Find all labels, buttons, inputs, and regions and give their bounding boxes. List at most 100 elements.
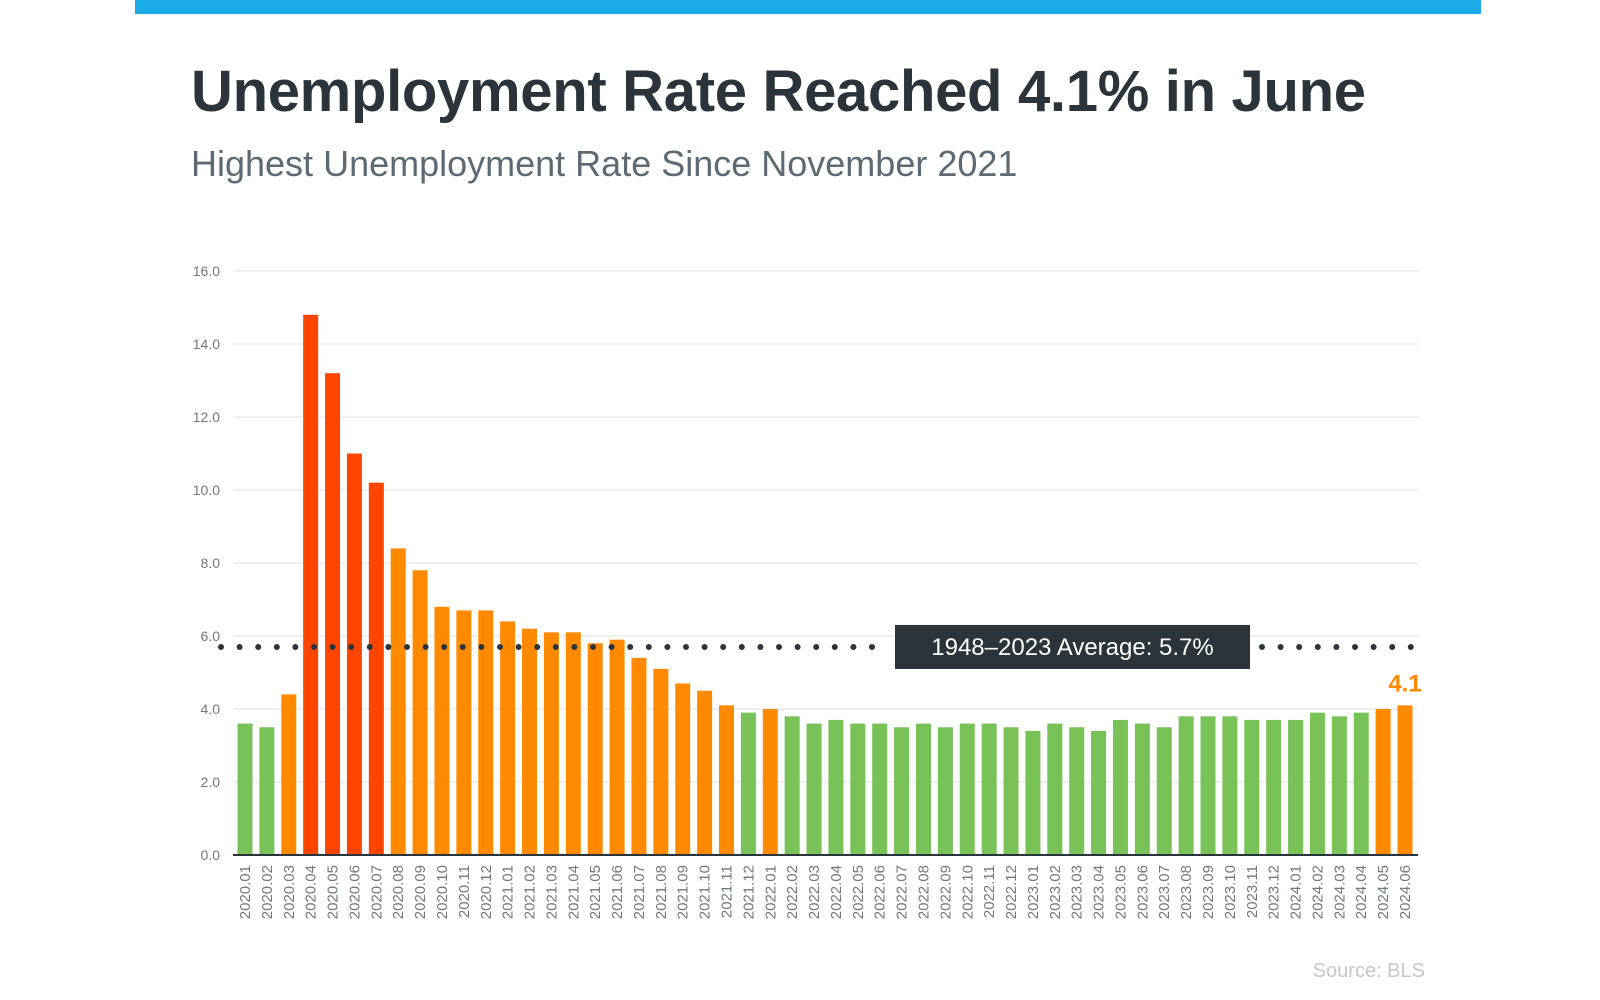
bar — [981, 723, 997, 855]
x-tick-label: 2023.06 — [1134, 865, 1151, 919]
bar — [631, 657, 647, 855]
bar — [259, 727, 275, 855]
x-tick-label: 2024.05 — [1375, 865, 1392, 919]
bar — [325, 373, 341, 855]
x-tick-label: 2021.03 — [543, 865, 560, 919]
x-tick-label: 2022.01 — [762, 865, 779, 919]
x-tick-label: 2021.09 — [675, 865, 692, 919]
x-tick-label: 2023.01 — [1025, 865, 1042, 919]
y-tick-label: 16.0 — [193, 263, 220, 279]
bar — [412, 570, 428, 855]
x-tick-label: 2024.04 — [1353, 865, 1370, 919]
bar — [543, 632, 559, 855]
bar — [1200, 716, 1216, 855]
x-tick-label: 2020.10 — [434, 865, 451, 919]
bar — [828, 719, 844, 855]
last-value-label: 4.1 — [1388, 670, 1421, 697]
bar — [478, 610, 494, 855]
x-tick-label: 2023.02 — [1047, 865, 1064, 919]
bar — [1397, 705, 1413, 855]
x-tick-label: 2023.03 — [1069, 865, 1086, 919]
x-tick-label: 2023.12 — [1266, 865, 1283, 919]
bar — [368, 482, 384, 855]
x-tick-label: 2020.05 — [325, 865, 342, 919]
x-tick-label: 2022.09 — [937, 865, 954, 919]
bar — [1047, 723, 1063, 855]
bar — [281, 694, 297, 855]
bar — [872, 723, 888, 855]
x-tick-label: 2021.01 — [500, 865, 517, 919]
bar — [565, 632, 581, 855]
x-tick-label: 2021.12 — [740, 865, 757, 919]
bar — [1288, 719, 1304, 855]
average-label: 1948–2023 Average: 5.7% — [931, 634, 1213, 661]
bar — [1331, 716, 1347, 855]
x-tick-label: 2021.05 — [587, 865, 604, 919]
bar — [894, 727, 910, 855]
bar — [653, 668, 669, 855]
x-tick-label: 2022.08 — [915, 865, 932, 919]
x-tick-label: 2021.07 — [631, 865, 648, 919]
bar — [1091, 730, 1107, 855]
bar — [1266, 719, 1282, 855]
bar — [1025, 730, 1041, 855]
bar — [1156, 727, 1172, 855]
x-tick-label: 2022.02 — [784, 865, 801, 919]
bar — [1003, 727, 1019, 855]
bar — [1178, 716, 1194, 855]
bar — [915, 723, 931, 855]
bar — [697, 690, 713, 855]
bar — [456, 610, 472, 855]
bar — [937, 727, 953, 855]
x-tick-label: 2020.02 — [259, 865, 276, 919]
bar — [587, 643, 603, 855]
x-tick-label: 2022.12 — [1003, 865, 1020, 919]
x-tick-label: 2024.01 — [1288, 865, 1305, 919]
x-tick-label: 2022.06 — [872, 865, 889, 919]
bar — [1375, 709, 1391, 855]
chart-subtitle: Highest Unemployment Rate Since November… — [191, 143, 1018, 184]
x-tick-label: 2021.10 — [697, 865, 714, 919]
x-tick-label: 2020.08 — [390, 865, 407, 919]
x-tick-label: 2023.11 — [1244, 865, 1261, 918]
bar — [1134, 723, 1150, 855]
bar — [1222, 716, 1238, 855]
bar — [522, 628, 538, 855]
bar — [1069, 727, 1085, 855]
bar — [959, 723, 975, 855]
bar — [1112, 719, 1128, 855]
bar — [675, 683, 691, 855]
x-tick-label: 2021.04 — [565, 865, 582, 919]
x-tick-label: 2024.03 — [1331, 865, 1348, 919]
y-tick-label: 10.0 — [193, 482, 220, 498]
bar — [434, 606, 450, 855]
x-tick-label: 2021.06 — [609, 865, 626, 919]
x-tick-label: 2021.11 — [719, 865, 736, 918]
x-tick-label: 2020.11 — [456, 865, 473, 918]
x-tick-label: 2020.04 — [303, 865, 320, 919]
x-tick-label: 2022.05 — [850, 865, 867, 919]
bar — [500, 621, 516, 855]
y-tick-label: 8.0 — [201, 555, 221, 571]
x-tick-label: 2022.11 — [981, 865, 998, 918]
bar — [850, 723, 866, 855]
bar — [303, 314, 319, 855]
y-tick-label: 2.0 — [201, 774, 221, 790]
x-tick-label: 2022.10 — [959, 865, 976, 919]
bar — [346, 453, 362, 855]
bar — [740, 712, 756, 855]
y-tick-label: 14.0 — [193, 336, 220, 352]
chart-title: Unemployment Rate Reached 4.1% in June — [191, 59, 1366, 124]
bar — [1244, 719, 1260, 855]
y-tick-label: 6.0 — [201, 628, 221, 644]
y-tick-label: 0.0 — [201, 847, 221, 863]
top-accent-bar — [135, 0, 1481, 14]
x-tick-label: 2023.10 — [1222, 865, 1239, 919]
x-tick-label: 2022.07 — [894, 865, 911, 919]
bar — [719, 705, 735, 855]
bar — [237, 723, 253, 855]
x-tick-label: 2022.03 — [806, 865, 823, 919]
x-tick-label: 2020.07 — [368, 865, 385, 919]
bar — [806, 723, 822, 855]
